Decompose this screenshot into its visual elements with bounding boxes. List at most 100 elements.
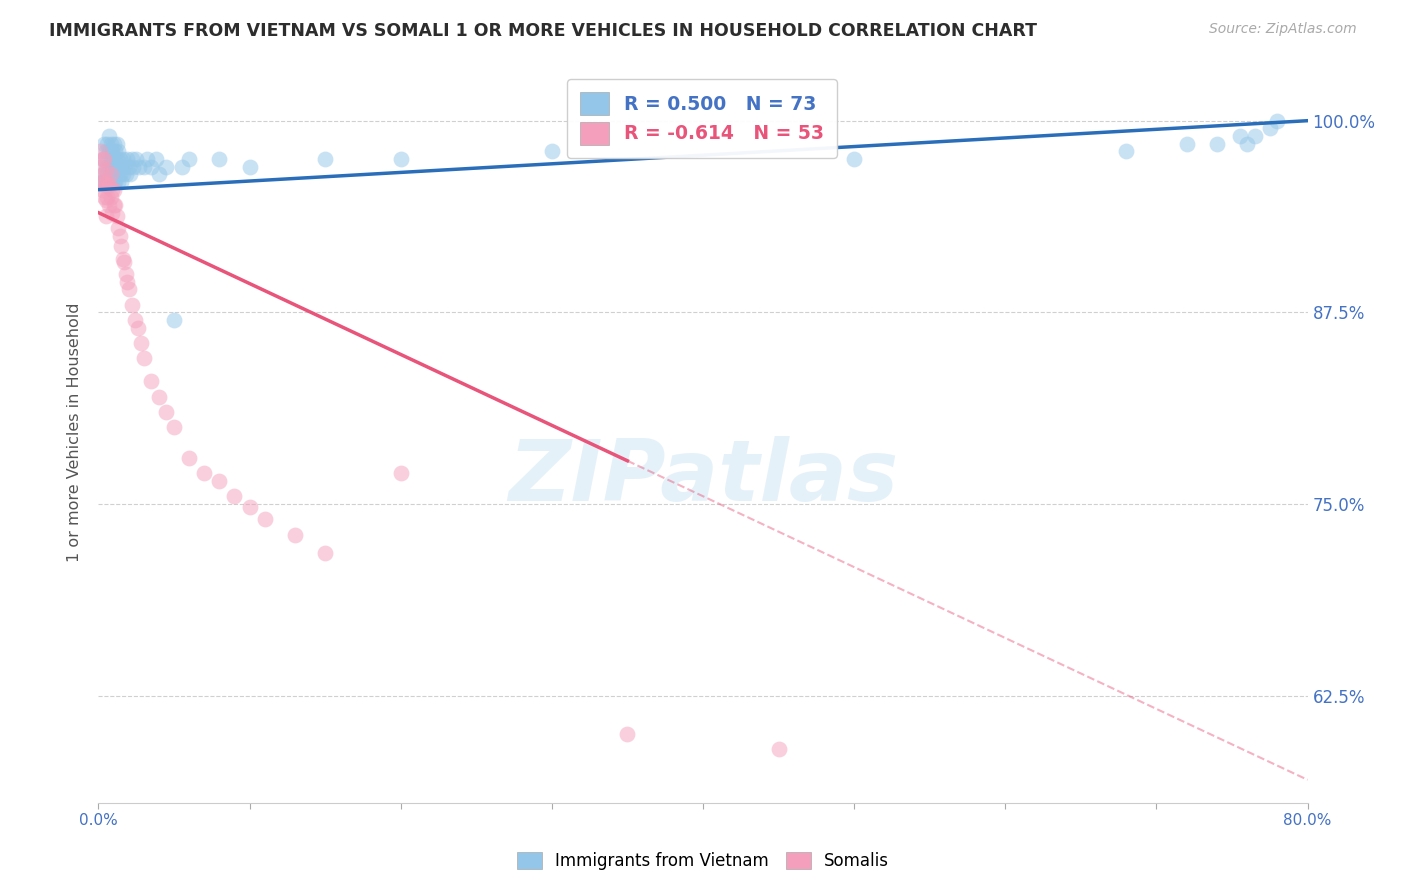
Point <box>121 298 143 312</box>
Point <box>124 313 146 327</box>
Point <box>103 136 125 151</box>
Point <box>93 175 115 189</box>
Point <box>98 128 121 143</box>
Point <box>94 162 117 177</box>
Point <box>101 175 124 189</box>
Point <box>239 160 262 174</box>
Point <box>170 160 193 174</box>
Legend: Immigrants from Vietnam, Somalis: Immigrants from Vietnam, Somalis <box>510 845 896 877</box>
Y-axis label: 1 or more Vehicles in Household: 1 or more Vehicles in Household <box>67 303 83 562</box>
Point <box>115 275 138 289</box>
Point <box>1267 113 1289 128</box>
Point <box>145 152 167 166</box>
Point <box>208 152 231 166</box>
Point <box>94 178 117 192</box>
Point <box>101 205 124 219</box>
Point <box>148 390 170 404</box>
Point <box>118 160 141 174</box>
Point <box>132 351 155 366</box>
Point <box>141 160 163 174</box>
Point <box>389 152 412 166</box>
Point <box>94 194 117 208</box>
Point <box>616 727 638 741</box>
Point <box>96 152 118 166</box>
Point <box>94 175 117 189</box>
Point <box>127 320 149 334</box>
Point <box>112 160 135 174</box>
Point <box>108 228 131 243</box>
Point <box>90 160 112 174</box>
Point <box>91 152 114 166</box>
Point <box>314 546 336 560</box>
Point <box>120 167 142 181</box>
Point <box>148 167 170 181</box>
Point <box>89 145 111 159</box>
Point <box>108 152 131 166</box>
Point <box>107 221 129 235</box>
Point <box>90 175 112 189</box>
Point <box>104 160 127 174</box>
Point <box>98 178 121 192</box>
Point <box>103 175 125 189</box>
Point <box>94 145 117 159</box>
Point <box>105 167 128 181</box>
Point <box>91 152 114 166</box>
Point <box>141 374 163 388</box>
Point <box>111 167 134 181</box>
Point <box>128 160 150 174</box>
Point <box>101 160 124 174</box>
Point <box>98 175 121 189</box>
Point <box>129 335 152 350</box>
Point <box>1258 121 1281 136</box>
Point <box>93 136 115 151</box>
Point <box>100 152 122 166</box>
Point <box>98 145 121 159</box>
Point <box>179 152 201 166</box>
Point <box>122 160 145 174</box>
Point <box>91 183 114 197</box>
Point <box>98 160 121 174</box>
Text: Source: ZipAtlas.com: Source: ZipAtlas.com <box>1209 22 1357 37</box>
Point <box>118 282 141 296</box>
Point <box>100 175 122 189</box>
Point <box>179 450 201 465</box>
Point <box>96 167 118 181</box>
Point <box>132 160 155 174</box>
Point <box>107 175 129 189</box>
Point <box>1243 128 1265 143</box>
Point <box>105 136 128 151</box>
Point <box>125 152 148 166</box>
Point <box>94 160 117 174</box>
Point <box>96 136 118 151</box>
Point <box>284 527 307 541</box>
Point <box>93 152 115 166</box>
Point <box>104 198 127 212</box>
Point <box>93 190 115 204</box>
Point <box>91 167 114 181</box>
Point <box>103 198 125 212</box>
Point <box>115 152 138 166</box>
Point <box>114 267 136 281</box>
Point <box>155 160 177 174</box>
Text: ZIPatlas: ZIPatlas <box>508 435 898 518</box>
Point <box>208 474 231 488</box>
Point <box>90 175 112 189</box>
Point <box>107 160 129 174</box>
Point <box>93 167 115 181</box>
Point <box>1206 136 1229 151</box>
Point <box>163 420 186 434</box>
Point <box>104 145 127 159</box>
Point <box>253 512 276 526</box>
Point <box>155 405 177 419</box>
Point <box>239 500 262 514</box>
Point <box>94 209 117 223</box>
Point <box>104 175 127 189</box>
Point <box>107 145 129 159</box>
Point <box>103 152 125 166</box>
Point <box>389 467 412 481</box>
Point <box>768 742 790 756</box>
Point <box>114 167 136 181</box>
Point <box>96 190 118 204</box>
Point <box>110 175 132 189</box>
Point <box>98 198 121 212</box>
